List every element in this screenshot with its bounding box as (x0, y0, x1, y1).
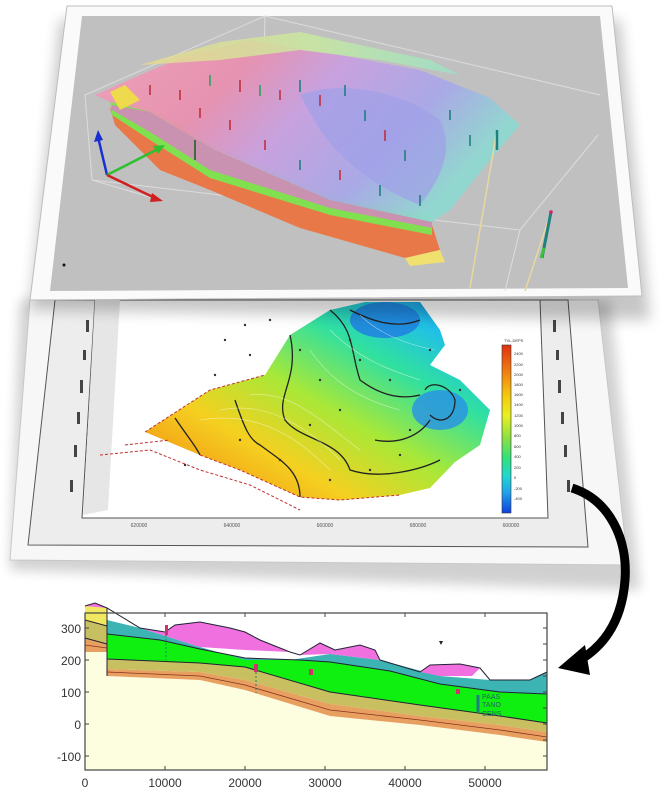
svg-text:1000: 1000 (514, 423, 524, 428)
svg-text:300: 300 (61, 622, 81, 636)
svg-text:600: 600 (514, 444, 521, 449)
svg-text:0: 0 (74, 718, 81, 732)
svg-text:100: 100 (61, 686, 81, 700)
svg-text:40000: 40000 (388, 776, 422, 790)
x-axis-labels: 0 10000 20000 30000 40000 50000 (82, 776, 502, 790)
contour-surface (145, 302, 490, 500)
svg-text:CENS: CENS (482, 711, 502, 718)
svg-text:680000: 680000 (410, 523, 427, 529)
svg-text:0: 0 (82, 776, 89, 790)
svg-text:50000: 50000 (468, 776, 502, 790)
svg-text:0: 0 (514, 475, 517, 480)
y-axis-labels: 300 200 100 0 -100 (57, 622, 81, 764)
svg-text:800: 800 (514, 433, 521, 438)
svg-text:-400: -400 (514, 496, 523, 501)
map-x-axis: 620000 640000 660000 680000 600000 (131, 523, 520, 529)
colorbar (501, 344, 512, 514)
svg-text:-100: -100 (57, 750, 81, 764)
svg-text:1200: 1200 (514, 413, 524, 418)
svg-text:1800: 1800 (514, 382, 524, 387)
svg-text:2200: 2200 (514, 362, 524, 367)
svg-text:660000: 660000 (317, 523, 334, 529)
svg-text:PAAS: PAAS (482, 694, 500, 701)
layer-labels: PAAS TANO CENS (482, 694, 502, 718)
axis-triad-icon (94, 130, 165, 202)
wells (149, 75, 471, 206)
svg-text:-200: -200 (514, 486, 523, 491)
svg-text:400: 400 (514, 454, 521, 459)
well-trajectory-2 (524, 211, 552, 292)
well-trajectory (469, 129, 498, 289)
svg-text:200: 200 (514, 465, 521, 470)
colorbar-title: TVL,DEPS (504, 338, 524, 343)
svg-text:TANO: TANO (482, 702, 501, 709)
svg-text:30000: 30000 (308, 776, 342, 790)
svg-text:200: 200 (61, 654, 81, 668)
svg-text:600000: 600000 (503, 523, 520, 529)
svg-text:620000: 620000 (131, 523, 148, 529)
svg-text:2000: 2000 (514, 372, 524, 377)
svg-text:640000: 640000 (224, 523, 241, 529)
svg-text:1400: 1400 (514, 402, 524, 407)
svg-text:10000: 10000 (148, 776, 182, 790)
map-y-axis-labels (70, 320, 570, 492)
svg-text:20000: 20000 (228, 776, 262, 790)
colorbar-ticks: 2400 2200 2000 1800 1600 1400 1200 1000 … (514, 351, 524, 501)
svg-text:2400: 2400 (514, 351, 524, 356)
svg-text:1600: 1600 (514, 392, 524, 397)
